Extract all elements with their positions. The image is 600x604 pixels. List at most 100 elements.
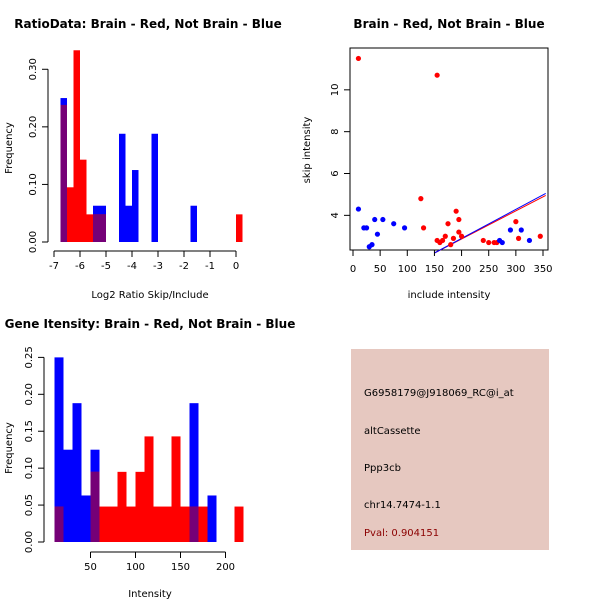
bar-not-brain (189, 403, 199, 542)
point-brain (450, 235, 457, 241)
ratio-histogram-xlabel: Log2 Ratio Skip/Include (91, 290, 208, 301)
bar-overlap (90, 471, 100, 542)
point-brain (537, 233, 543, 239)
bar-brain (198, 506, 208, 542)
point-brain (442, 233, 448, 239)
bar-not-brain (132, 170, 139, 242)
scatter-xlabel: include intensity (408, 290, 491, 301)
y-tick-label: 8 (330, 128, 341, 134)
bar-not-brain (72, 403, 82, 542)
point-not-brain (499, 239, 505, 246)
x-tick-label: 300 (506, 264, 525, 275)
point-brain (418, 196, 424, 202)
y-tick-label: 0.05 (24, 494, 35, 516)
y-tick-label: 0.20 (28, 116, 39, 138)
bar-not-brain (207, 495, 217, 542)
bar-brain (86, 214, 93, 242)
x-tick-label: 50 (374, 264, 387, 275)
probe-id: G6958179@J918069_RC@i_at (364, 388, 514, 399)
bar-overlap (93, 214, 100, 242)
x-tick-label: -2 (179, 261, 189, 272)
bar-not-brain (81, 495, 91, 542)
bar-brain (234, 506, 244, 542)
x-tick-label: 100 (126, 562, 145, 573)
point-not-brain (507, 227, 514, 233)
bar-brain (153, 506, 163, 542)
event-type: altCassette (364, 426, 421, 437)
x-tick-label: 100 (398, 264, 417, 275)
y-tick-label: 4 (330, 212, 341, 218)
x-tick-label: -1 (205, 261, 215, 272)
bar-overlap (189, 506, 199, 542)
x-tick-label: -4 (127, 261, 137, 272)
x-tick-label: 200 (216, 562, 235, 573)
bar-not-brain (63, 449, 73, 542)
y-tick-label: 0.00 (24, 531, 35, 553)
point-not-brain (518, 227, 524, 233)
bar-not-brain (125, 205, 132, 242)
point-brain (448, 242, 454, 248)
scatter-title: Brain - Red, Not Brain - Blue (353, 17, 544, 31)
point-brain (480, 237, 486, 244)
bar-brain (67, 187, 74, 242)
point-brain (456, 229, 462, 235)
bar-not-brain (190, 205, 197, 242)
point-brain (456, 216, 462, 223)
bar-brain (144, 436, 154, 542)
point-brain (355, 55, 362, 62)
bar-overlap (60, 104, 67, 242)
info-panel-background (351, 349, 549, 550)
y-tick-label: 0.30 (28, 58, 39, 80)
bar-brain (108, 506, 118, 542)
y-tick-label: 0.00 (28, 231, 39, 253)
x-tick-label: -7 (49, 261, 59, 272)
point-brain (445, 221, 451, 227)
y-tick-label: 10 (330, 83, 341, 96)
y-tick-label: 0.25 (24, 346, 35, 368)
bar-brain (73, 50, 80, 242)
fit-line-not-brain (434, 192, 546, 254)
point-not-brain (372, 216, 378, 223)
p-value: Pval: 0.904151 (364, 528, 439, 539)
point-not-brain (526, 237, 533, 244)
y-tick-label: 0.20 (24, 383, 35, 405)
bar-brain (162, 506, 172, 542)
x-tick-label: 200 (452, 264, 471, 275)
x-tick-label: 150 (425, 264, 444, 275)
bar-not-brain (119, 133, 126, 242)
point-brain (439, 237, 446, 244)
bar-brain (80, 159, 87, 242)
point-not-brain (401, 225, 408, 231)
info-panel: G6958179@J918069_RC@i_at altCassette Ppp… (351, 349, 549, 550)
point-not-brain (380, 216, 386, 223)
gene-histogram-xlabel: Intensity (128, 589, 172, 600)
gene-intensity-histogram: Gene Itensity: Brain - Red, Not Brain - … (4, 317, 295, 600)
bar-brain (135, 471, 145, 542)
y-tick-label: 6 (330, 170, 341, 176)
point-not-brain (369, 242, 375, 248)
ratio-histogram-title: RatioData: Brain - Red, Not Brain - Blue (14, 17, 281, 31)
y-tick-label: 0.15 (24, 420, 35, 442)
x-tick-label: 50 (84, 562, 97, 573)
point-not-brain (391, 221, 397, 227)
point-brain (458, 233, 465, 239)
genomic-location: chr14.7474-1.1 (364, 500, 441, 511)
x-tick-label: 0 (233, 261, 239, 272)
ratio-histogram: RatioData: Brain - Red, Not Brain - Blue… (4, 17, 282, 301)
bar-overlap (99, 214, 106, 242)
bar-not-brain (151, 133, 158, 242)
point-brain (453, 208, 459, 214)
intensity-scatter: Brain - Red, Not Brain - Blue include in… (302, 17, 553, 301)
bar-brain (99, 506, 109, 542)
gene-symbol: Ppp3cb (364, 463, 401, 474)
scatter-plot-box (349, 47, 549, 251)
bar-overlap (54, 506, 64, 542)
y-tick-label: 0.10 (28, 173, 39, 195)
point-brain (513, 219, 519, 225)
point-brain (420, 225, 427, 231)
scatter-ylabel: skip intensity (302, 117, 313, 184)
gene-histogram-title: Gene Itensity: Brain - Red, Not Brain - … (5, 317, 296, 331)
point-not-brain (363, 225, 370, 231)
point-brain (515, 235, 522, 241)
